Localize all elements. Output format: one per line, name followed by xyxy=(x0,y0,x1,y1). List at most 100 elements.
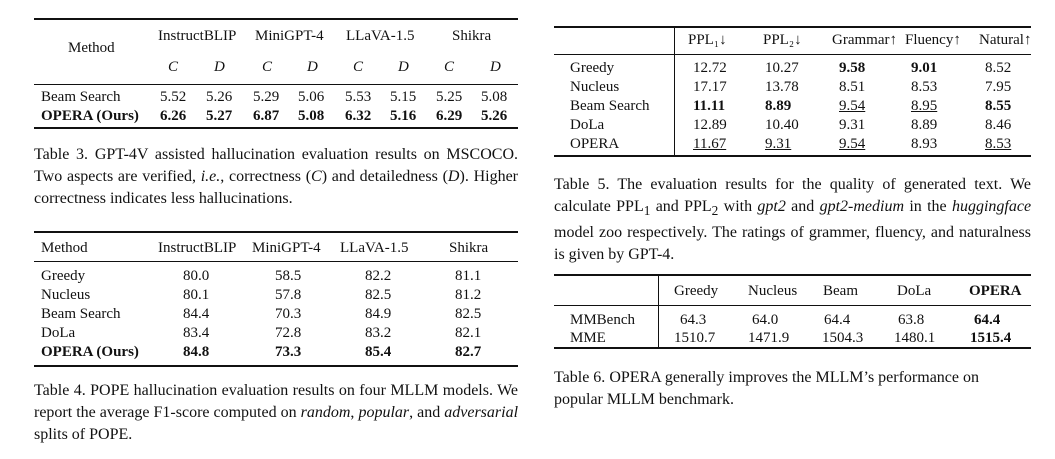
table4-row-method: Nucleus xyxy=(41,287,91,303)
table5-top-rule xyxy=(554,26,1031,28)
table3-sub-c: C xyxy=(444,59,455,75)
table3-header-model: LLaVA-1.5 xyxy=(346,28,415,44)
table3-row-method: Beam Search xyxy=(41,89,121,105)
table3-cell: 5.26 xyxy=(206,89,233,105)
table6-header: Nucleus xyxy=(748,283,798,299)
table3-caption: Table 3. GPT-4V assisted hallucination e… xyxy=(34,146,518,207)
table5-cell: 8.51 xyxy=(839,79,866,95)
table6-cell: 64.3 xyxy=(680,312,707,328)
table6-cell: 63.8 xyxy=(898,312,925,328)
table4-cell: 83.4 xyxy=(183,325,210,341)
table4-cell: 80.0 xyxy=(183,268,210,284)
table4-cell: 82.2 xyxy=(365,268,392,284)
table5-cell: 8.93 xyxy=(911,136,938,152)
table4-cell: 58.5 xyxy=(275,268,302,284)
table3-cell: 5.15 xyxy=(390,89,417,105)
table4-cell: 84.8 xyxy=(183,344,210,360)
table4-caption-label: Table 4. xyxy=(34,382,86,399)
table5-cell: 8.52 xyxy=(985,60,1012,76)
table3-sub-d: D xyxy=(307,59,318,75)
table5-row-method: Nucleus xyxy=(570,79,620,95)
table4-cell: 84.9 xyxy=(365,306,392,322)
table6-cell: 64.4 xyxy=(974,312,1001,328)
table6-bottom-rule xyxy=(554,347,1031,349)
table5-row-method: DoLa xyxy=(570,117,605,133)
table5-cell: 8.53 xyxy=(985,136,1012,152)
table4-cell: 82.5 xyxy=(365,287,392,303)
table5-header: PPL₁↓ xyxy=(688,32,727,48)
table3-bottom-rule xyxy=(34,127,518,129)
table5-cell: 13.78 xyxy=(765,79,799,95)
table5-cell: 8.95 xyxy=(911,98,938,114)
table5-cell: 9.31 xyxy=(765,136,792,152)
table6-row-method: MMBench xyxy=(570,312,635,328)
table3-header-model: MiniGPT-4 xyxy=(255,28,324,44)
table4-header-method: Method xyxy=(41,240,88,256)
table6-header: Greedy xyxy=(674,283,719,299)
table5-cell: 11.67 xyxy=(693,136,727,152)
table6-header: OPERA xyxy=(969,283,1022,299)
table3-cell: 5.08 xyxy=(481,89,508,105)
table5-cell: 9.01 xyxy=(911,60,938,76)
table3-sub-c: C xyxy=(262,59,273,75)
table5-cell: 8.55 xyxy=(985,98,1012,114)
table4-caption: Table 4. POPE hallucination evaluation r… xyxy=(34,382,519,443)
table5-cell: 8.89 xyxy=(911,117,938,133)
table3-cell: 5.27 xyxy=(206,108,233,124)
table5-header: PPL₂↓ xyxy=(763,32,802,48)
table3-row-method: OPERA (Ours) xyxy=(41,108,139,124)
table4-cell: 85.4 xyxy=(365,344,392,360)
table6-mid-rule xyxy=(554,305,1031,306)
table3-header-model: Shikra xyxy=(452,28,492,44)
table5-header: Grammar↑ xyxy=(832,32,897,48)
table4-header-model: LLaVA-1.5 xyxy=(340,240,409,256)
table5-cell: 11.11 xyxy=(693,98,726,114)
table6-cell: 1504.3 xyxy=(822,330,864,346)
table3-cell: 5.52 xyxy=(160,89,187,105)
table3-sub-d: D xyxy=(214,59,225,75)
table3-sub-d: D xyxy=(490,59,501,75)
table4-cell: 84.4 xyxy=(183,306,210,322)
table6-divider xyxy=(658,275,659,347)
table5-row-method: Beam Search xyxy=(570,98,650,114)
table6-cell: 64.4 xyxy=(824,312,851,328)
table3-header-model: InstructBLIP xyxy=(158,28,237,44)
table5-bottom-rule xyxy=(554,155,1031,157)
table3-cell: 5.08 xyxy=(298,108,325,124)
table3-cell: 5.26 xyxy=(481,108,508,124)
table4-header-model: MiniGPT-4 xyxy=(252,240,321,256)
table5-cell: 8.46 xyxy=(985,117,1012,133)
table4-cell: 72.8 xyxy=(275,325,302,341)
table3-cell: 5.25 xyxy=(436,89,463,105)
table3-cell: 6.29 xyxy=(436,108,463,124)
table3-cell: 5.53 xyxy=(345,89,372,105)
table5-cell: 12.72 xyxy=(693,60,727,76)
table4-row-method: OPERA (Ours) xyxy=(41,344,139,360)
table3-cell: 5.06 xyxy=(298,89,325,105)
table4-row-method: DoLa xyxy=(41,325,76,341)
table3-sub-c: C xyxy=(168,59,179,75)
table4-mid-rule xyxy=(34,261,518,262)
table4-row-method: Beam Search xyxy=(41,306,121,322)
table4-top-rule xyxy=(34,231,518,233)
table3-caption-label: Table 3. xyxy=(34,146,89,163)
table5-cell: 10.40 xyxy=(765,117,799,133)
table3-cell: 6.32 xyxy=(345,108,372,124)
table6-cell: 1480.1 xyxy=(894,330,936,346)
table6-header: Beam xyxy=(823,283,858,299)
table5-row-method: OPERA xyxy=(570,136,620,152)
table4-cell: 81.1 xyxy=(455,268,482,284)
table4-cell: 57.8 xyxy=(275,287,302,303)
table6-caption: Table 6. OPERA generally improves the ML… xyxy=(554,369,980,408)
table5-mid-rule xyxy=(554,54,1031,55)
table5-cell: 9.31 xyxy=(839,117,866,133)
table5-cell: 9.54 xyxy=(839,136,866,152)
table3-sub-d: D xyxy=(398,59,409,75)
table4-cell: 82.7 xyxy=(455,344,482,360)
table3-cell: 5.29 xyxy=(253,89,280,105)
table3-cell: 6.26 xyxy=(160,108,187,124)
table5-cell: 8.53 xyxy=(911,79,938,95)
table5-cell: 17.17 xyxy=(693,79,727,95)
table4-cell: 82.5 xyxy=(455,306,482,322)
table5-cell: 9.58 xyxy=(839,60,866,76)
